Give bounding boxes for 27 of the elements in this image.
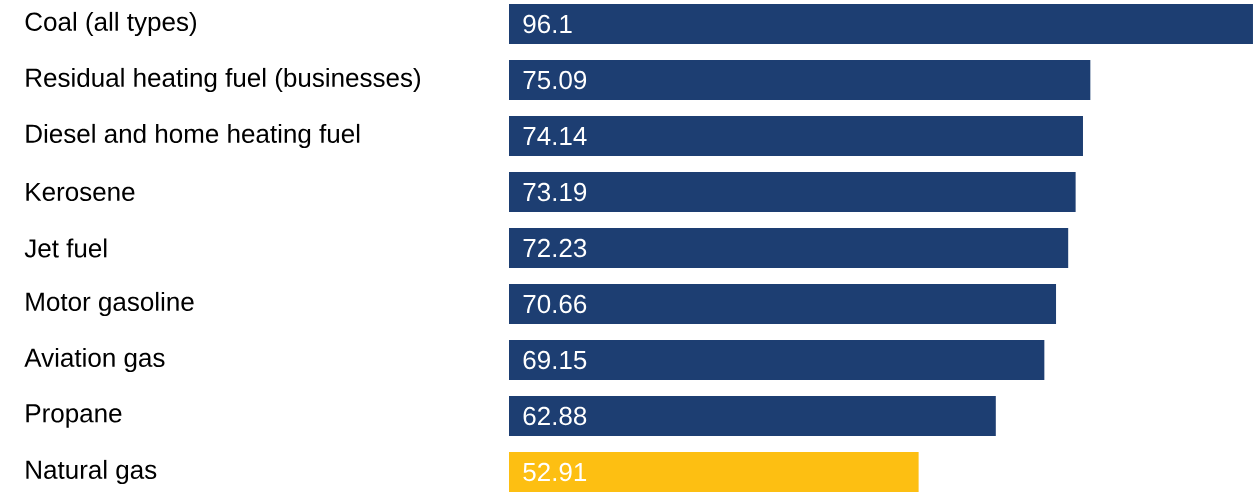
data-label: 52.91 [523, 462, 587, 482]
data-label: 75.09 [523, 70, 587, 90]
bar [509, 4, 1253, 45]
bar [509, 228, 1069, 268]
y-tick-label: Natural gas [26, 459, 157, 485]
bar [509, 452, 919, 492]
y-tick-label: Motor gasoline [26, 291, 194, 317]
bar [509, 172, 1076, 212]
data-label: 70.66 [523, 294, 587, 314]
data-label: 72.23 [523, 238, 587, 258]
data-label: 62.88 [523, 406, 587, 426]
bar [509, 284, 1057, 324]
data-label: 69.15 [523, 350, 587, 370]
bar [509, 116, 1083, 157]
y-tick-label: Kerosene [26, 182, 135, 202]
data-label: 96.1 [523, 14, 572, 34]
y-tick-label: Jet fuel [24, 238, 107, 258]
y-tick-label: Diesel and home heating fuel [26, 123, 360, 149]
bar [509, 396, 996, 436]
y-tick-label: Aviation gas [24, 347, 165, 373]
data-label: 74.14 [523, 127, 587, 145]
bar [509, 60, 1091, 101]
y-tick-label: Propane [26, 404, 122, 428]
data-label: 73.19 [523, 182, 587, 202]
y-tick-label: Coal (all types) [25, 11, 196, 37]
bar [509, 340, 1045, 380]
y-tick-label: Residual heating fuel (businesses) [26, 67, 421, 93]
